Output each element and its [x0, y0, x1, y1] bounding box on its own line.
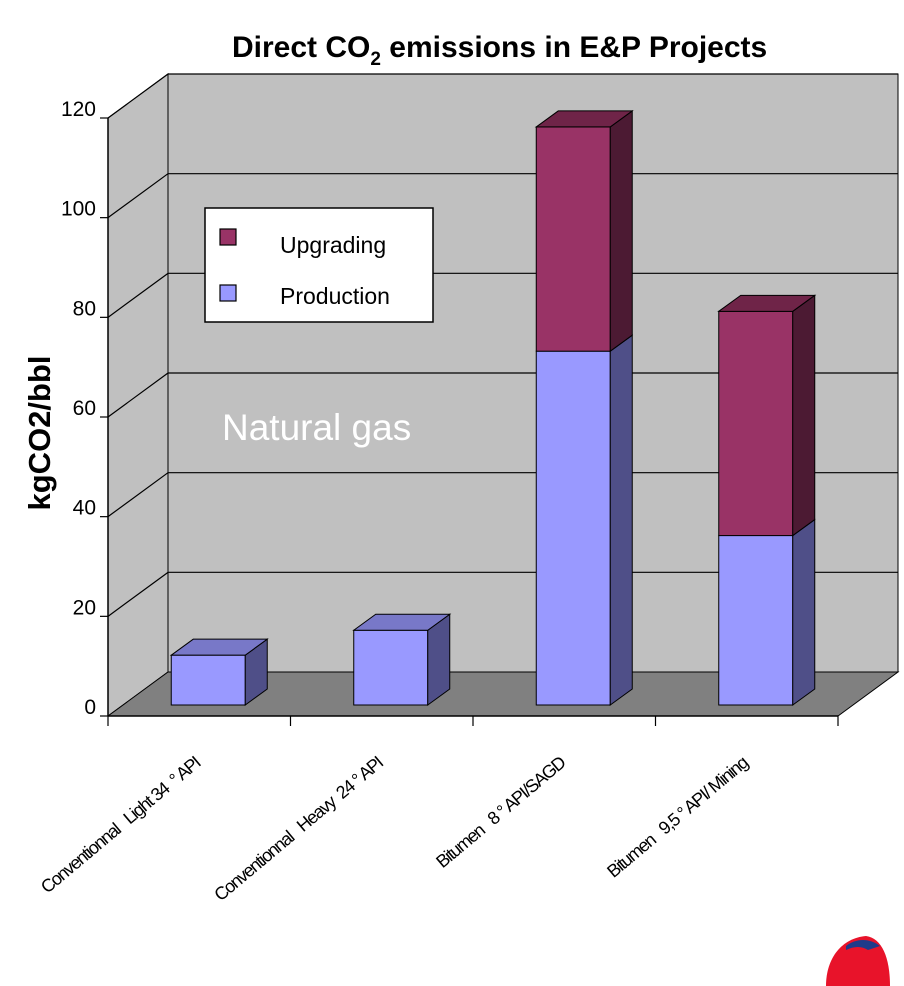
y-tick-label: 60 — [73, 397, 96, 420]
category-labels: Conventionnal Light 34 ° API Conventionna… — [37, 752, 752, 905]
gridline — [107, 272, 898, 318]
gridline — [107, 372, 898, 418]
y-tick-label: 40 — [73, 497, 96, 520]
legend-box — [204, 207, 434, 323]
bar-upgrading-4-top — [717, 294, 817, 312]
category-label-3: Bitumen 8 ° API/SAGD — [432, 752, 570, 872]
natural-gas-annotation: Natural gas — [222, 407, 411, 448]
corner-logo-icon — [826, 936, 890, 986]
bar-production-2-top — [352, 613, 452, 631]
gridline — [107, 73, 898, 119]
bar-production-1 — [170, 654, 246, 706]
category-label-4: Bitumen 9,5 ° API/ Mining — [603, 753, 751, 882]
legend: Upgrading Production — [204, 207, 434, 323]
legend-label-upgrading: Upgrading — [280, 232, 386, 258]
bar-production-1-top — [169, 638, 269, 656]
chart-title: Direct CO2 emissions in E&P Projects — [232, 31, 767, 70]
bars — [169, 109, 817, 706]
legend-swatch-production — [219, 284, 237, 302]
bar-production-2 — [353, 629, 429, 706]
bar-production-3 — [535, 350, 611, 706]
bar-production-3-side — [609, 334, 633, 706]
category-label-2: Conventionnal Heavy 24 ° API — [210, 752, 386, 904]
gridline — [107, 571, 898, 617]
bar-upgrading-3-side — [609, 109, 633, 353]
category-label-1: Conventionnal Light 34 ° API — [37, 752, 204, 897]
gridline — [107, 472, 898, 518]
bar-production-4 — [718, 535, 794, 706]
y-tick-label: 100 — [61, 198, 96, 221]
gridlines — [107, 73, 898, 617]
y-tick-label: 120 — [61, 98, 96, 121]
bar-upgrading-4 — [718, 310, 794, 537]
y-tick-label: 80 — [73, 297, 96, 320]
chart-title-part-2: emissions in E&P Projects — [381, 31, 767, 64]
bar-upgrading-4-side — [792, 294, 816, 537]
bar-production-4-side — [792, 518, 816, 706]
chart-title-part-1: Direct CO — [232, 31, 370, 64]
bar-upgrading-3-top — [534, 110, 634, 128]
chart-title-subscript: 2 — [370, 49, 381, 70]
gridline — [107, 173, 898, 219]
y-axis-label: kgCO2/bbl — [22, 355, 57, 510]
axes — [100, 117, 839, 726]
y-tick-label: 20 — [73, 596, 96, 619]
legend-swatch-upgrading — [219, 228, 237, 246]
bar-upgrading-3 — [535, 126, 611, 352]
y-tick-labels: 0 20 40 60 80 100 120 — [61, 98, 96, 719]
legend-label-production: Production — [280, 283, 390, 309]
y-tick-label: 0 — [84, 696, 96, 719]
